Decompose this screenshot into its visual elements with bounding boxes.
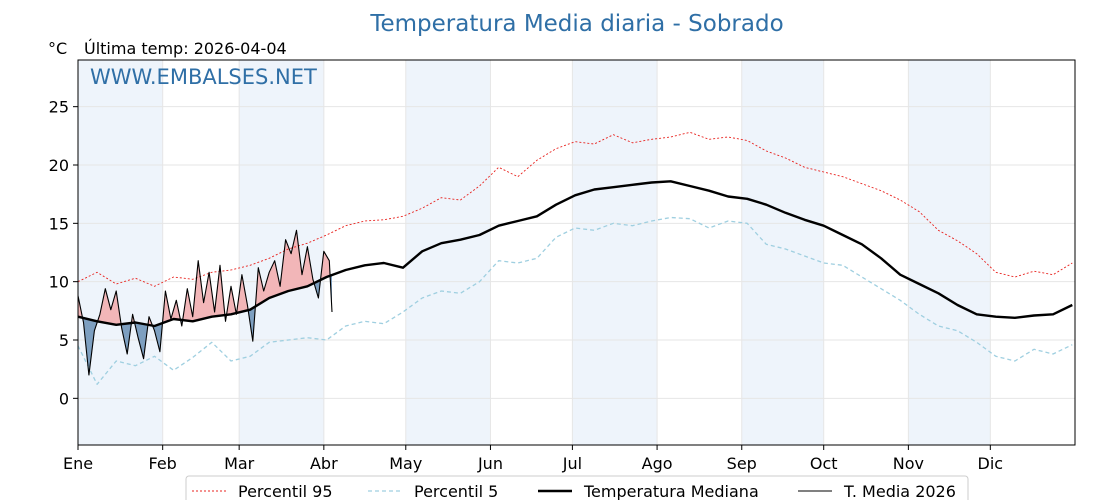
series-line-median (77, 180, 1073, 328)
legend-label-p5: Percentil 5 (414, 482, 498, 500)
grid-lines (77, 60, 1075, 445)
legend-label-current: T. Media 2026 (843, 482, 956, 500)
series-line-p5 (77, 216, 1073, 385)
x-tick-label: Dic (978, 454, 1004, 473)
y-axis-ticks: 0 5 10 15 20 25 (49, 98, 78, 408)
month-band-may (405, 60, 491, 445)
chart-title: Temperatura Media diaria - Sobrado (369, 11, 783, 37)
x-tick-label: Jun (477, 454, 503, 473)
y-tick-label: 15 (49, 214, 69, 233)
plot-frame (77, 59, 1076, 446)
series-line-current (77, 229, 333, 376)
month-band-mar (239, 60, 324, 445)
month-band-nov (908, 60, 991, 445)
x-tick-label: Ago (642, 454, 673, 473)
series-lines (77, 131, 1073, 385)
legend-label-median: Temperatura Mediana (583, 482, 759, 500)
last-temp-label: Última temp: 2026-04-04 (84, 39, 287, 58)
x-tick-label: Jul (562, 454, 582, 473)
watermark: WWW.EMBALSES.NET (90, 65, 317, 89)
legend-label-p95: Percentil 95 (238, 482, 333, 500)
x-tick-label: May (389, 454, 422, 473)
month-band-sep (741, 60, 824, 445)
month-band-ene (78, 60, 163, 445)
y-tick-label: 0 (59, 389, 69, 408)
y-tick-label: 20 (49, 156, 69, 175)
y-unit-label: °C (48, 39, 67, 58)
x-tick-label: Abr (310, 454, 338, 473)
x-tick-label: Feb (149, 454, 177, 473)
x-tick-label: Oct (810, 454, 838, 473)
x-axis-ticks: Ene Feb Mar Abr May Jun Jul Ago Sep Oct Nov Dic (63, 445, 1003, 473)
x-tick-label: Mar (224, 454, 255, 473)
y-tick-label: 10 (49, 273, 69, 292)
x-tick-label: Sep (727, 454, 757, 473)
series-line-p95 (77, 131, 1073, 287)
y-tick-label: 25 (49, 98, 69, 117)
x-tick-label: Ene (63, 454, 93, 473)
month-band-jul (572, 60, 658, 445)
x-tick-label: Nov (893, 454, 924, 473)
legend-box (185, 475, 969, 500)
y-tick-label: 5 (59, 331, 69, 350)
legend: Percentil 95 Percentil 5 Temperatura Media… (185, 475, 969, 500)
month-bands (78, 60, 991, 445)
